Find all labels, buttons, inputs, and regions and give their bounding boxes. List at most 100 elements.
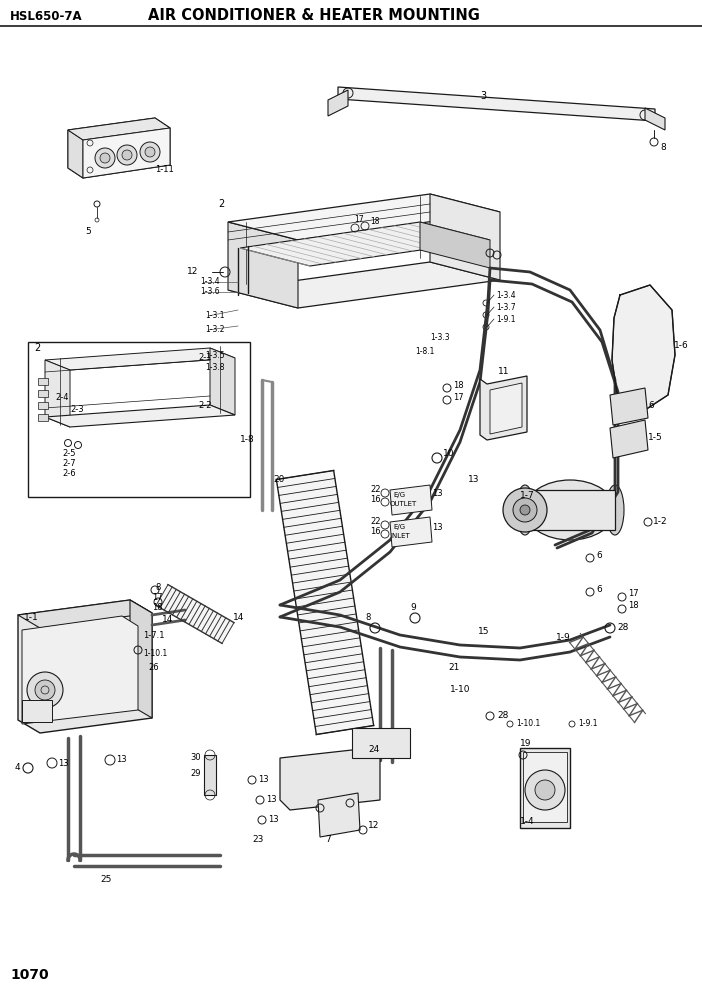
Text: 30: 30 [190, 753, 201, 762]
Text: 2-3: 2-3 [70, 406, 84, 415]
Circle shape [117, 145, 137, 165]
Text: 1-3.6: 1-3.6 [200, 288, 220, 297]
Polygon shape [228, 222, 298, 308]
Polygon shape [610, 420, 648, 458]
Text: 2-2: 2-2 [198, 401, 211, 410]
Text: 7: 7 [325, 835, 331, 844]
Text: 8: 8 [660, 144, 665, 153]
Text: 6: 6 [596, 551, 602, 559]
Text: 1-8.1: 1-8.1 [415, 347, 435, 356]
Polygon shape [18, 600, 152, 628]
Polygon shape [210, 348, 235, 415]
Text: 1-3.8: 1-3.8 [205, 363, 225, 373]
Text: 26: 26 [148, 664, 159, 673]
Text: 1-3.2: 1-3.2 [205, 325, 225, 334]
Text: 13: 13 [268, 815, 279, 824]
Ellipse shape [606, 485, 624, 535]
Text: 17: 17 [628, 589, 639, 598]
Polygon shape [645, 108, 665, 130]
Text: 1-9.1: 1-9.1 [496, 314, 515, 323]
Circle shape [35, 680, 55, 700]
Circle shape [122, 150, 132, 160]
Bar [38, 402, 48, 409]
Text: 12: 12 [368, 821, 379, 830]
Text: 1-3.4: 1-3.4 [496, 291, 516, 300]
Text: E/G: E/G [393, 492, 405, 498]
Text: 23: 23 [252, 835, 263, 844]
Text: 1-6: 1-6 [674, 340, 689, 349]
Polygon shape [45, 360, 70, 427]
Polygon shape [68, 130, 83, 178]
Polygon shape [420, 222, 490, 268]
Circle shape [520, 505, 530, 515]
Text: 1-9.1: 1-9.1 [578, 719, 597, 728]
Text: 1070: 1070 [10, 968, 48, 982]
Text: 6: 6 [648, 402, 654, 411]
Text: 25: 25 [100, 876, 112, 885]
Circle shape [535, 780, 555, 800]
Text: 2: 2 [218, 199, 224, 209]
Circle shape [503, 488, 547, 532]
Text: 1-9: 1-9 [556, 634, 571, 643]
Text: 29: 29 [190, 769, 201, 778]
Polygon shape [612, 285, 675, 410]
Polygon shape [18, 600, 152, 733]
Text: 1-3.1: 1-3.1 [205, 311, 225, 320]
Polygon shape [390, 517, 432, 547]
Circle shape [27, 672, 63, 708]
Text: 28: 28 [497, 711, 508, 720]
Text: INLET: INLET [390, 533, 410, 539]
Polygon shape [240, 222, 490, 266]
Ellipse shape [516, 485, 534, 535]
Text: 18: 18 [628, 601, 639, 610]
Text: 6: 6 [596, 584, 602, 593]
Text: 1-8: 1-8 [240, 435, 255, 444]
Text: 13: 13 [432, 488, 443, 498]
Polygon shape [45, 348, 235, 370]
Text: 13: 13 [432, 523, 443, 532]
Text: 22: 22 [370, 518, 380, 527]
Bar [523, 752, 567, 822]
Text: 1-2: 1-2 [653, 518, 668, 527]
Text: 13: 13 [116, 756, 126, 765]
Text: 10: 10 [443, 449, 454, 458]
Text: 1-5: 1-5 [648, 434, 663, 442]
Bar [28, 342, 250, 497]
Text: 16: 16 [370, 495, 380, 505]
Circle shape [513, 498, 537, 522]
Polygon shape [45, 405, 235, 427]
Polygon shape [68, 118, 170, 140]
Text: 17: 17 [453, 393, 463, 402]
Text: 5: 5 [85, 227, 91, 236]
Text: 13: 13 [58, 759, 69, 768]
Text: 8: 8 [365, 612, 371, 622]
Polygon shape [280, 748, 380, 810]
Text: 1-3.5: 1-3.5 [205, 350, 225, 359]
Text: 13: 13 [266, 796, 277, 805]
Text: 14: 14 [233, 613, 244, 623]
Text: E/G: E/G [393, 524, 405, 530]
Text: 9: 9 [410, 603, 416, 612]
Text: 1-3.3: 1-3.3 [430, 332, 449, 341]
Text: 3: 3 [480, 91, 486, 101]
Polygon shape [83, 128, 170, 178]
Text: 1-3.4: 1-3.4 [200, 278, 220, 287]
Text: 2-7: 2-7 [62, 458, 76, 467]
Polygon shape [610, 388, 648, 425]
Text: 2-6: 2-6 [62, 468, 76, 477]
Text: 19: 19 [520, 739, 531, 749]
Text: 1-7: 1-7 [520, 491, 535, 501]
Polygon shape [228, 194, 500, 240]
Polygon shape [130, 600, 152, 718]
Bar [352, 728, 410, 758]
Text: 1-1: 1-1 [24, 613, 39, 623]
Text: 1-10.1: 1-10.1 [516, 719, 541, 728]
Text: HSL650-7A: HSL650-7A [10, 10, 83, 23]
Bar [204, 755, 216, 795]
Text: AIR CONDITIONER & HEATER MOUNTING: AIR CONDITIONER & HEATER MOUNTING [148, 9, 480, 24]
Polygon shape [22, 616, 138, 724]
Text: 24: 24 [368, 746, 379, 755]
Polygon shape [430, 194, 500, 280]
Text: 13: 13 [468, 475, 479, 484]
Bar [38, 378, 48, 385]
